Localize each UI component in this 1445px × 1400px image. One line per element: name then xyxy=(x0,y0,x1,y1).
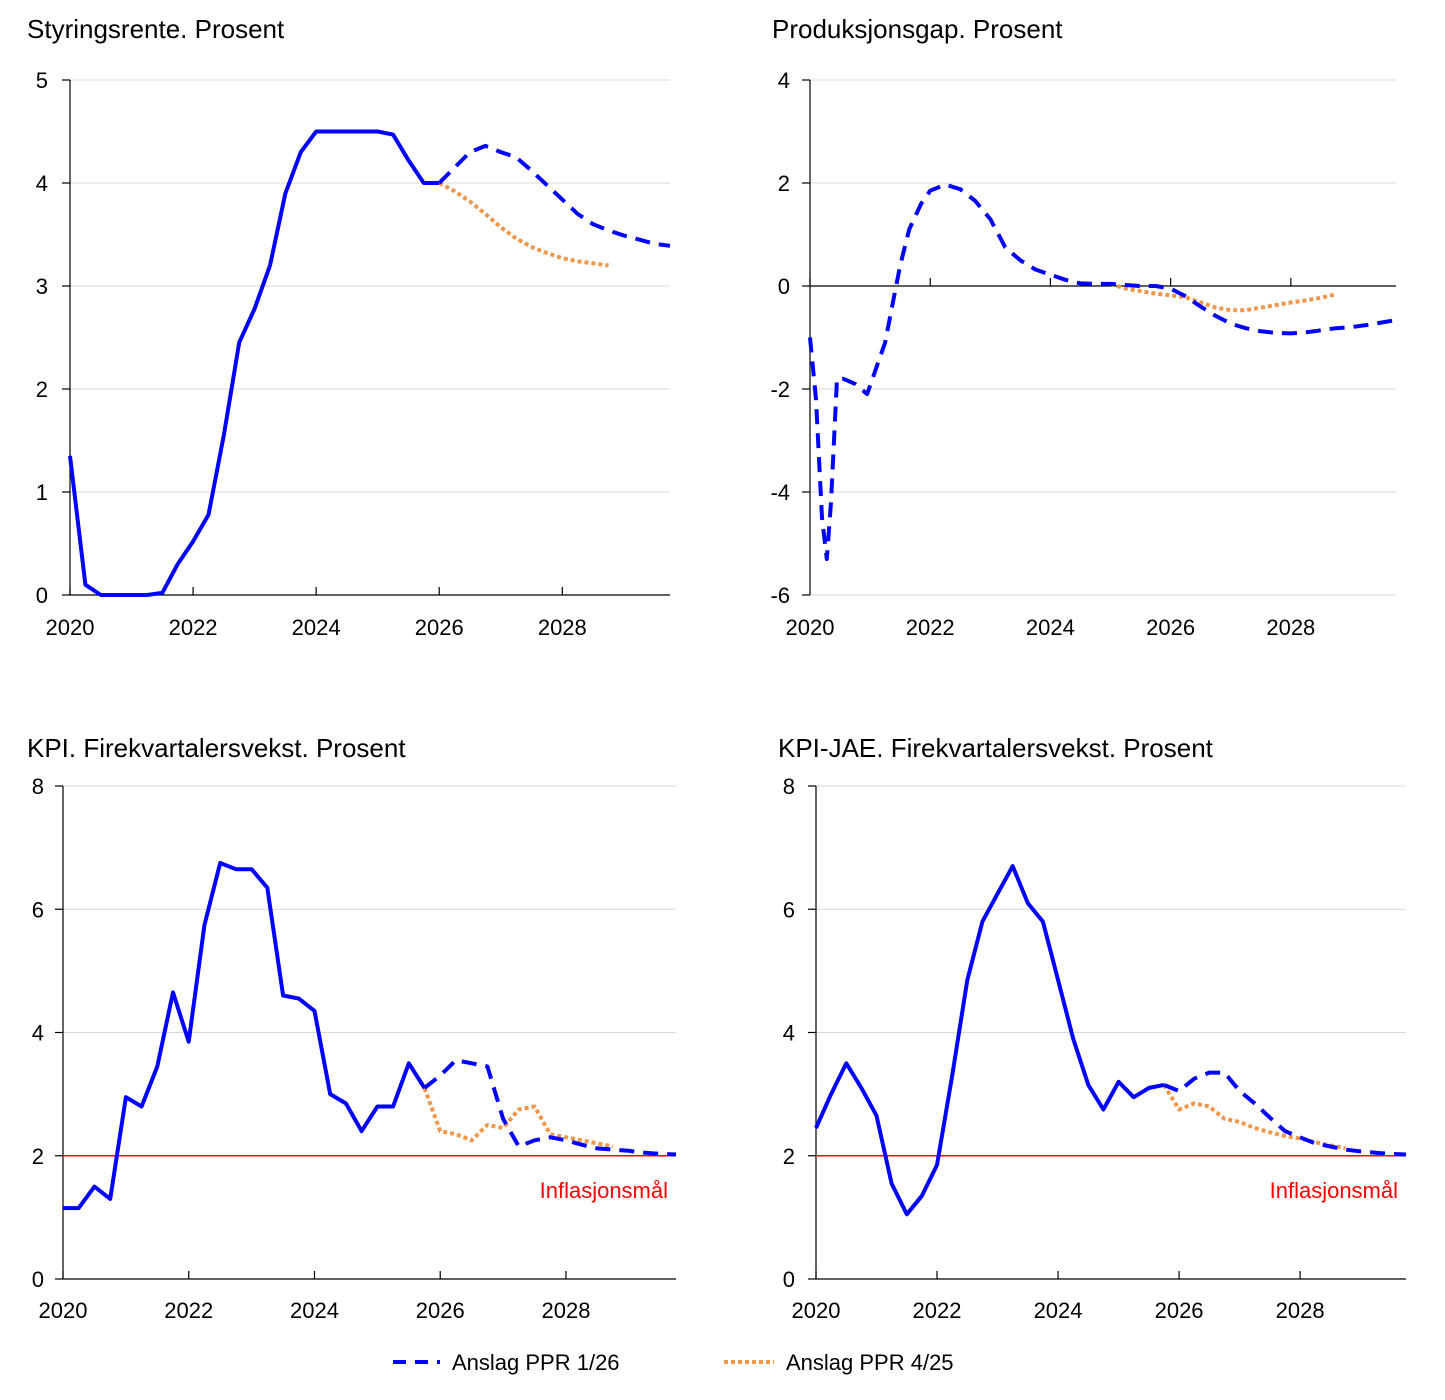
x-tick-label: 2020 xyxy=(46,615,95,640)
chart-area: 0 1 2 3 4 5 2020 2022 2024 2026 2028 xyxy=(36,68,671,640)
panel-output-gap: Produksjonsgap. Prosent -6 -4 -2 0 2 4 2020 202… xyxy=(770,14,1397,640)
x-tick-label: 2020 xyxy=(39,1298,88,1323)
y-tick-label: 6 xyxy=(783,897,795,922)
panel-title: Styringsrente. Prosent xyxy=(27,14,285,44)
series-line-actual xyxy=(63,861,427,1211)
target-label: Inflasjonsmål xyxy=(540,1178,668,1203)
series-line-ppr-4-25 xyxy=(1109,281,1337,313)
x-tick-label: 2022 xyxy=(164,1298,213,1323)
x-tick-label: 2026 xyxy=(416,1298,465,1323)
x-tick-label: 2024 xyxy=(292,615,341,640)
x-tick-label: 2022 xyxy=(169,615,218,640)
y-tick-label: -2 xyxy=(770,377,790,402)
series-line-ppr-1-26 xyxy=(437,143,671,248)
x-tick-label: 2022 xyxy=(913,1298,962,1323)
y-tick-label: 2 xyxy=(32,1144,44,1169)
x-tick-label: 2024 xyxy=(1026,615,1075,640)
x-tick-label: 2026 xyxy=(1146,615,1195,640)
panel-cpi: KPI. Firekvartalersvekst. Prosent 0 2 4 6 8 2… xyxy=(27,733,677,1323)
chart-area: 0 2 4 6 8 2020 2022 2024 2026 2028 Inflasjonsmål xyxy=(783,774,1407,1323)
x-tick-label: 2028 xyxy=(1276,1298,1325,1323)
target-label: Inflasjonsmål xyxy=(1270,1178,1398,1203)
y-tick-label: 1 xyxy=(36,480,48,505)
y-tick-label: 2 xyxy=(36,377,48,402)
y-tick-label: 4 xyxy=(36,171,48,196)
panel-policy-rate: Styringsrente. Prosent 0 1 2 3 4 5 2020 2022 202… xyxy=(27,14,671,640)
series-line-ppr-1-26 xyxy=(808,182,1397,561)
x-tick-label: 2026 xyxy=(415,615,464,640)
y-tick-label: 2 xyxy=(778,171,790,196)
x-tick-label: 2028 xyxy=(1266,615,1315,640)
x-tick-label: 2024 xyxy=(290,1298,339,1323)
x-tick-label: 2020 xyxy=(786,615,835,640)
legend-label-ppr-1-26: Anslag PPR 1/26 xyxy=(452,1350,620,1375)
y-tick-label: 4 xyxy=(783,1021,795,1046)
panel-title: KPI-JAE. Firekvartalersvekst. Prosent xyxy=(778,733,1214,763)
y-tick-label: -4 xyxy=(770,480,790,505)
y-tick-label: 0 xyxy=(36,583,48,608)
y-tick-label: 0 xyxy=(778,274,790,299)
x-tick-label: 2028 xyxy=(538,615,587,640)
series-line-ppr-1-26 xyxy=(1163,1070,1407,1157)
legend: Anslag PPR 1/26 Anslag PPR 4/25 xyxy=(393,1350,954,1375)
chart-area: 0 2 4 6 8 2020 2022 2024 2026 2028 Inflasjonsmål xyxy=(32,774,677,1323)
y-tick-label: 4 xyxy=(778,68,790,93)
y-tick-label: -6 xyxy=(770,583,790,608)
y-tick-label: 4 xyxy=(32,1021,44,1046)
x-tick-label: 2020 xyxy=(792,1298,841,1323)
panel-cpi-ate: KPI-JAE. Firekvartalersvekst. Prosent 0 2… xyxy=(778,733,1407,1323)
y-tick-label: 8 xyxy=(783,774,795,799)
y-tick-label: 5 xyxy=(36,68,48,93)
series-line-ppr-4-25 xyxy=(1162,1083,1346,1151)
y-tick-label: 0 xyxy=(32,1267,44,1292)
y-tick-label: 2 xyxy=(783,1144,795,1169)
x-tick-label: 2024 xyxy=(1034,1298,1083,1323)
series-line-actual xyxy=(68,129,440,597)
chart-area: -6 -4 -2 0 2 4 2020 2022 2024 2026 2028 xyxy=(770,68,1397,640)
series-line-ppr-4-25 xyxy=(438,181,609,268)
legend-label-ppr-4-25: Anslag PPR 4/25 xyxy=(786,1350,954,1375)
series-line-actual xyxy=(814,864,1165,1217)
x-tick-label: 2026 xyxy=(1155,1298,1204,1323)
y-tick-label: 6 xyxy=(32,897,44,922)
series-line-ppr-4-25 xyxy=(422,1087,614,1149)
y-tick-label: 0 xyxy=(783,1267,795,1292)
y-tick-label: 8 xyxy=(32,774,44,799)
x-tick-label: 2028 xyxy=(541,1298,590,1323)
panel-title: KPI. Firekvartalersvekst. Prosent xyxy=(27,733,406,763)
y-tick-label: 3 xyxy=(36,274,48,299)
panel-title: Produksjonsgap. Prosent xyxy=(772,14,1063,44)
x-tick-label: 2022 xyxy=(906,615,955,640)
series-line-ppr-1-26 xyxy=(423,1058,677,1157)
